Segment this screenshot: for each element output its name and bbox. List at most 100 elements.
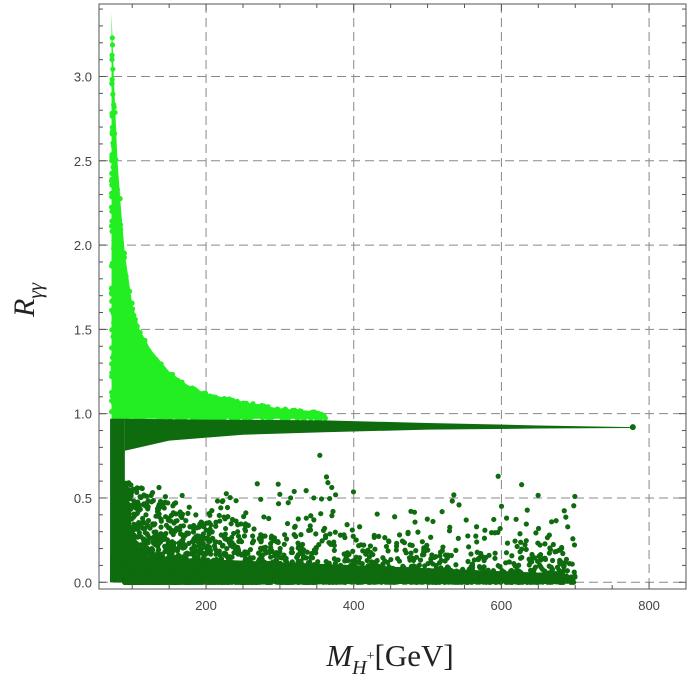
dark-green-point — [511, 574, 517, 580]
dark-green-point — [309, 550, 315, 557]
dark-green-point — [289, 546, 295, 552]
dark-green-point — [396, 558, 403, 564]
dark-green-point — [233, 560, 239, 566]
dark-green-point — [518, 539, 524, 545]
dark-green-point — [323, 474, 330, 480]
light-green-point — [240, 400, 247, 406]
dark-green-point — [513, 568, 520, 574]
dark-green-point — [492, 550, 498, 556]
dark-green-point — [364, 573, 370, 579]
dark-green-point — [155, 549, 161, 555]
light-green-point — [118, 330, 124, 336]
dark-green-point — [391, 570, 397, 576]
light-green-point — [186, 402, 192, 408]
dark-green-point — [560, 550, 566, 557]
light-green-point — [127, 328, 133, 334]
light-green-point — [317, 416, 323, 422]
light-green-point — [123, 287, 129, 294]
light-green-point — [137, 329, 143, 336]
dark-green-point — [251, 526, 257, 532]
dark-green-point — [558, 545, 565, 552]
light-green-point — [142, 407, 149, 413]
dark-green-point — [503, 550, 510, 556]
light-green-point — [184, 385, 191, 392]
light-green-point — [207, 393, 213, 399]
light-green-point — [116, 242, 122, 248]
light-green-point — [130, 375, 136, 381]
dark-green-point — [213, 539, 219, 545]
dark-green-point — [458, 579, 465, 585]
dark-green-point — [220, 498, 226, 504]
dark-green-point — [166, 544, 173, 551]
light-green-point — [140, 340, 146, 346]
dark-green-point — [275, 501, 282, 507]
dark-green-point — [200, 531, 206, 537]
dark-green-point — [531, 570, 537, 576]
light-green-point — [314, 411, 321, 417]
light-green-point — [250, 404, 256, 410]
light-green-point — [239, 410, 246, 416]
dark-green-dense-band — [110, 418, 125, 583]
dark-green-point — [469, 561, 475, 567]
light-green-point — [134, 397, 140, 404]
light-green-point — [274, 406, 281, 412]
light-green-point — [111, 271, 118, 277]
dark-green-point — [258, 496, 264, 502]
dark-green-tail — [124, 418, 633, 451]
dark-green-point — [236, 579, 242, 585]
dark-green-point — [206, 549, 212, 555]
dark-green-point — [156, 513, 162, 520]
dark-green-point — [157, 498, 164, 505]
dark-green-point — [353, 537, 359, 543]
light-green-point — [114, 232, 120, 239]
dark-green-point — [143, 568, 149, 574]
light-green-point — [229, 409, 235, 415]
light-green-point — [119, 394, 125, 400]
dark-green-point — [401, 574, 408, 580]
dark-green-point — [123, 480, 129, 486]
dark-green-point — [495, 473, 501, 479]
light-green-point — [202, 404, 208, 410]
light-green-point — [195, 405, 201, 412]
light-green-point — [109, 129, 115, 135]
light-green-point — [111, 374, 117, 381]
dark-green-point — [135, 526, 141, 532]
dark-green-point — [428, 559, 434, 565]
dark-green-point — [256, 563, 262, 569]
dark-green-point — [214, 548, 220, 554]
light-green-point — [129, 343, 135, 350]
light-green-point — [109, 170, 115, 176]
dark-green-point — [424, 516, 430, 522]
dark-green-point — [131, 536, 137, 543]
dark-green-point — [542, 555, 548, 561]
dark-green-point — [408, 550, 414, 556]
dark-green-point — [145, 506, 151, 512]
light-green-point — [131, 317, 138, 323]
dark-green-point — [413, 554, 420, 560]
dark-green-point — [386, 538, 392, 544]
light-green-point — [123, 315, 130, 321]
light-green-point — [110, 91, 116, 97]
light-green-point — [156, 382, 162, 388]
dark-green-point — [277, 491, 283, 497]
light-green-point — [180, 382, 186, 388]
light-green-point — [259, 407, 265, 413]
dark-green-point — [471, 557, 477, 563]
dark-green-point — [497, 526, 503, 532]
dark-green-point — [357, 524, 363, 530]
dark-green-point — [241, 578, 247, 584]
light-green-point — [111, 237, 117, 243]
dark-green-point — [228, 559, 235, 565]
dark-green-point — [482, 574, 488, 580]
dark-green-point — [332, 529, 338, 535]
dark-green-point — [196, 566, 202, 573]
dark-green-point — [492, 530, 498, 536]
dark-green-point — [180, 523, 187, 529]
dark-green-point — [177, 531, 184, 537]
dark-green-point — [166, 550, 172, 556]
dark-green-point — [268, 535, 274, 541]
dark-green-point — [364, 557, 370, 564]
light-green-point — [191, 403, 197, 409]
dark-green-point — [329, 579, 335, 585]
dark-green-point — [395, 577, 401, 583]
